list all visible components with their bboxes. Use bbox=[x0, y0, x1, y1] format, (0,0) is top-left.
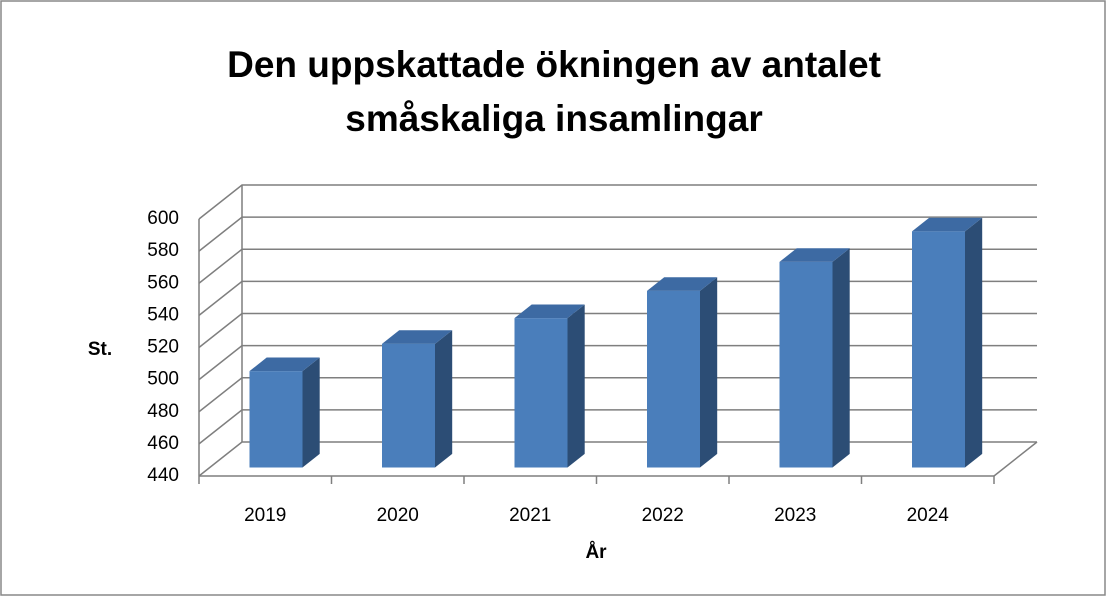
bar bbox=[249, 371, 303, 468]
y-tick-label: 600 bbox=[147, 208, 179, 229]
bar bbox=[647, 290, 700, 468]
bar-side bbox=[700, 277, 718, 468]
y-tick-label: 580 bbox=[147, 240, 179, 261]
bar-side bbox=[302, 357, 320, 468]
bar-top bbox=[382, 330, 453, 344]
bar-top bbox=[514, 304, 585, 319]
bar-top bbox=[912, 217, 983, 232]
bar-side bbox=[435, 330, 453, 468]
bar bbox=[382, 343, 435, 468]
y-tick-label: 440 bbox=[147, 465, 179, 486]
x-tick-label: 2024 bbox=[907, 505, 950, 526]
y-tick-label: 480 bbox=[147, 401, 179, 422]
y-tick-label: 540 bbox=[147, 304, 179, 325]
y-axis-label: St. bbox=[88, 339, 112, 360]
bar-side bbox=[567, 304, 585, 468]
bar-side bbox=[832, 248, 850, 468]
y-tick-label: 520 bbox=[147, 337, 179, 358]
floor-right-edge bbox=[993, 441, 1038, 477]
bar-top bbox=[647, 277, 718, 291]
y-tick-label: 460 bbox=[147, 433, 179, 454]
bar-top bbox=[249, 357, 320, 372]
y-tick-label: 560 bbox=[147, 272, 179, 293]
bar bbox=[514, 318, 568, 468]
x-axis-label: År bbox=[585, 542, 607, 563]
x-tick-label: 2023 bbox=[774, 505, 816, 526]
x-tick-label: 2022 bbox=[642, 505, 684, 526]
bar-top bbox=[779, 248, 850, 262]
y-tick-label: 500 bbox=[147, 369, 179, 390]
x-tick-label: 2020 bbox=[377, 505, 419, 526]
x-tick-label: 2021 bbox=[509, 505, 551, 526]
bar bbox=[779, 261, 833, 468]
bar-side bbox=[965, 217, 983, 468]
bar bbox=[912, 231, 965, 468]
x-tick-label: 2019 bbox=[244, 505, 286, 526]
chart-title: Den uppskattade ökningen av antalet smås… bbox=[227, 44, 881, 139]
